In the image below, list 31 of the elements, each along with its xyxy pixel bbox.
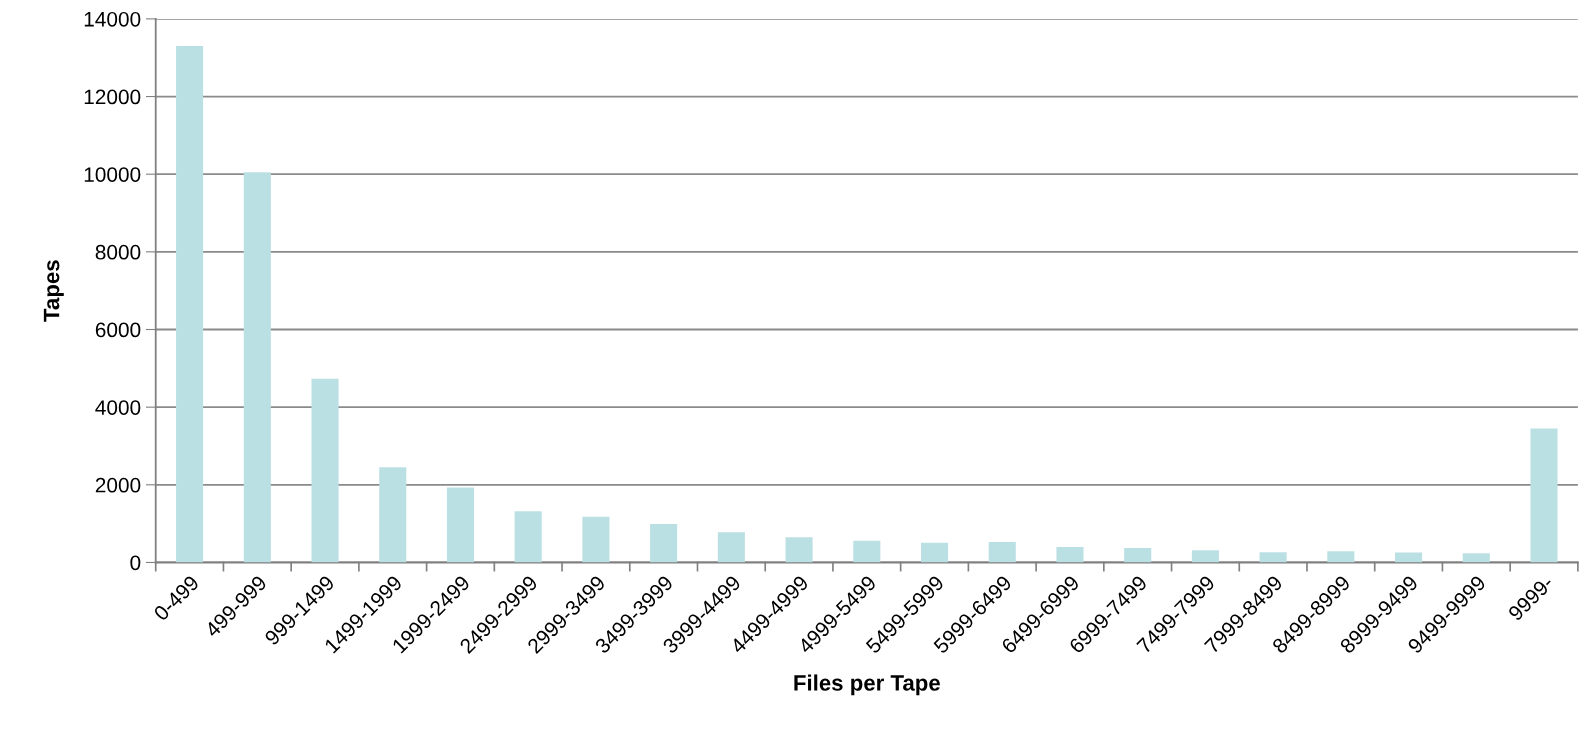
x-axis-title: Files per Tape — [794, 674, 940, 696]
bar — [717, 532, 745, 563]
bar — [920, 542, 949, 563]
y-tick-label: 10000 — [84, 167, 141, 182]
bar — [243, 172, 271, 563]
bar — [582, 516, 610, 563]
y-tick-label: 14000 — [84, 11, 141, 27]
y-tick-label: 2000 — [95, 477, 141, 493]
bar — [1124, 547, 1152, 563]
bar — [176, 46, 204, 563]
bar — [988, 541, 1016, 563]
bar — [1191, 550, 1219, 563]
bar — [853, 540, 881, 563]
bar — [1327, 551, 1355, 563]
bar — [1462, 553, 1490, 563]
bar — [1395, 552, 1423, 563]
bar — [379, 467, 407, 563]
bar — [446, 487, 475, 563]
bar — [1056, 546, 1084, 563]
bar — [514, 511, 542, 563]
y-tick-label: 4000 — [95, 400, 141, 415]
y-tick-label: 12000 — [84, 89, 141, 105]
y-tick-label: 8000 — [95, 244, 141, 260]
y-tick-label: 0 — [130, 555, 141, 571]
bar — [1259, 552, 1287, 563]
bar — [785, 537, 813, 563]
y-tick-label: 6000 — [95, 322, 141, 338]
y-axis-title: Tapes — [43, 260, 64, 322]
bar — [650, 524, 678, 563]
bar — [1530, 428, 1558, 563]
bar — [311, 378, 339, 563]
